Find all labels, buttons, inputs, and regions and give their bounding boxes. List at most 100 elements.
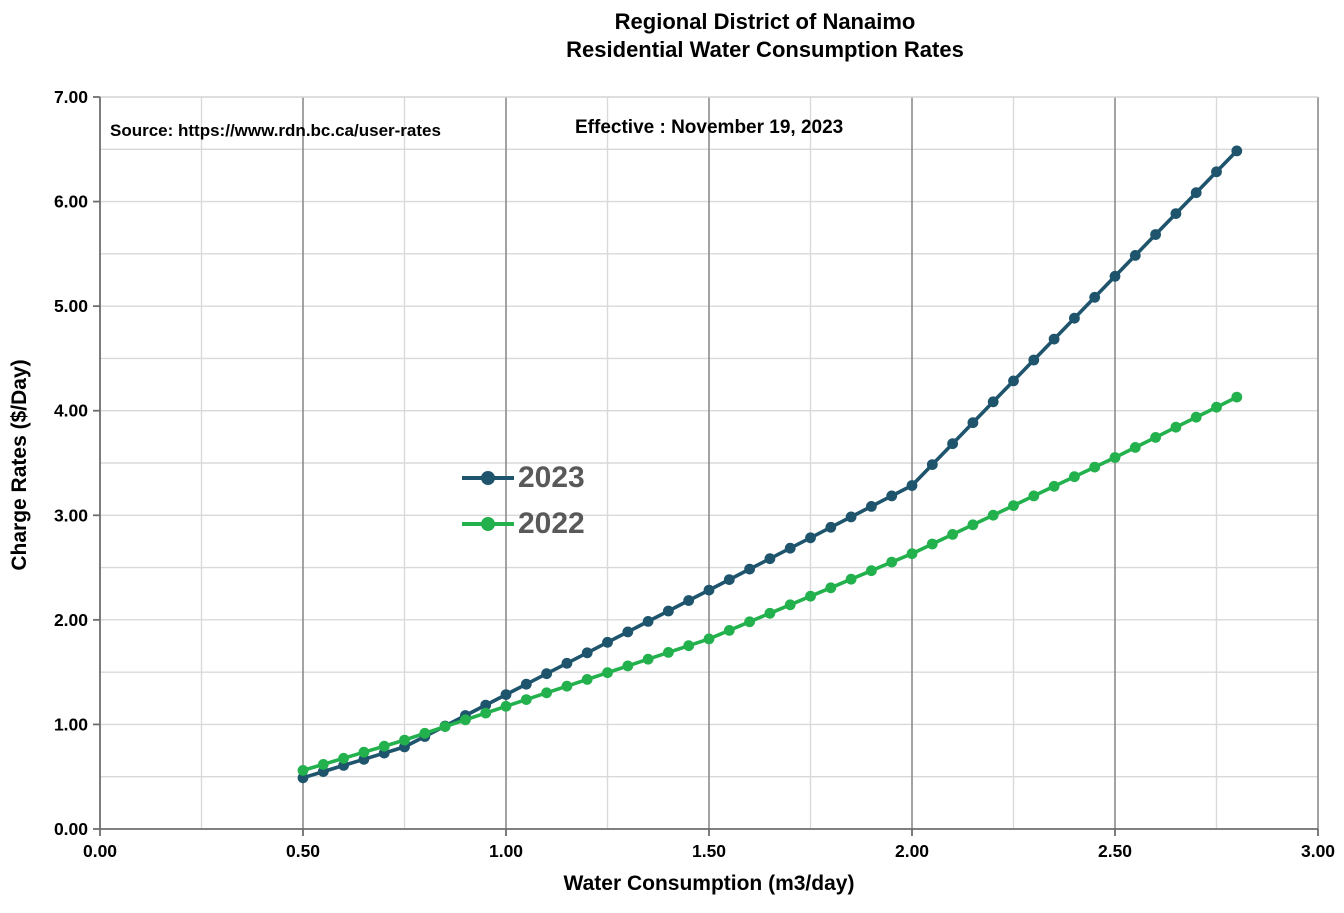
data-point-2022 (663, 647, 674, 658)
legend-item-2023: 2023 (462, 455, 585, 501)
data-point-2022 (926, 538, 938, 550)
data-point-2023 (764, 553, 776, 565)
legend: 2023 2022 (462, 455, 585, 547)
data-point-2022 (419, 727, 431, 739)
data-point-2022 (378, 740, 390, 752)
data-point-2022 (1170, 421, 1182, 433)
data-point-2023 (845, 511, 857, 523)
data-point-2022 (1089, 461, 1101, 473)
data-point-2022 (1109, 452, 1121, 463)
x-tick-label: 1.00 (489, 841, 523, 861)
data-point-2023 (987, 396, 999, 408)
y-tick-label: 5.00 (54, 296, 88, 316)
data-point-2022 (703, 633, 715, 645)
data-point-2023 (1211, 166, 1222, 178)
data-point-2023 (723, 574, 735, 585)
data-point-2023 (500, 689, 512, 700)
data-point-2022 (1008, 500, 1019, 511)
data-point-2022 (520, 694, 532, 705)
effective-date-annotation: Effective : November 19, 2023 (575, 117, 844, 138)
data-point-2022 (642, 653, 654, 665)
data-point-2022 (1028, 490, 1040, 502)
data-point-2022 (886, 556, 898, 568)
y-tick-label: 6.00 (54, 192, 88, 212)
legend-line-2023 (462, 471, 514, 485)
x-tick-label: 3.00 (1301, 841, 1335, 861)
data-point-2023 (805, 532, 816, 544)
data-point-2022 (460, 714, 471, 726)
data-point-2023 (1048, 333, 1060, 345)
chart-title-line1: Regional District of Nanaimo (614, 9, 916, 34)
y-tick-label: 1.00 (54, 714, 88, 734)
y-tick-label: 2.00 (54, 610, 88, 630)
data-point-2023 (1170, 208, 1182, 220)
data-point-2022 (480, 707, 492, 719)
data-point-2023 (541, 668, 552, 680)
data-point-2022 (1129, 442, 1141, 453)
data-point-2023 (297, 772, 309, 784)
data-point-2023 (906, 480, 918, 491)
data-point-2022 (561, 680, 573, 692)
data-point-2022 (1190, 411, 1202, 423)
data-point-2023 (561, 657, 573, 669)
data-point-2023 (1028, 354, 1040, 366)
y-tick-label: 0.00 (54, 819, 88, 839)
legend-marker-2023 (481, 471, 495, 485)
source-annotation: Source: https://www.rdn.bc.ca/user-rates (110, 121, 441, 140)
legend-label-2022: 2022 (518, 507, 585, 540)
legend-label-2023: 2023 (518, 461, 585, 494)
data-point-2023 (1190, 187, 1202, 199)
data-point-2022 (439, 721, 451, 732)
data-point-2023 (744, 563, 755, 575)
y-tick-label: 4.00 (54, 401, 88, 421)
x-tick-label: 2.00 (895, 841, 929, 861)
data-point-2023 (622, 626, 634, 638)
y-tick-label: 7.00 (54, 87, 88, 107)
data-point-2022 (947, 529, 958, 540)
x-tick-label: 1.50 (692, 841, 726, 861)
y-axis-title: Charge Rates ($/Day) (8, 359, 31, 571)
data-point-2022 (967, 519, 979, 531)
series-line-2022 (301, 395, 1239, 773)
data-point-2022 (1150, 432, 1161, 443)
data-point-2022 (581, 674, 593, 685)
data-point-2023 (886, 490, 898, 502)
data-point-2022 (500, 700, 512, 712)
data-point-2023 (581, 647, 593, 659)
legend-marker-2022 (481, 517, 495, 531)
data-point-2022 (1211, 401, 1222, 413)
data-point-2023 (1109, 270, 1121, 282)
legend-item-2022: 2022 (462, 501, 585, 547)
data-point-2022 (1231, 391, 1243, 403)
data-point-2023 (642, 616, 654, 627)
data-point-2023 (480, 699, 492, 711)
data-point-2022 (317, 759, 329, 770)
data-point-2023 (784, 542, 796, 554)
chart-title: Regional District of Nanaimo Residential… (382, 8, 1148, 64)
data-point-2023 (683, 595, 695, 606)
data-point-2022 (845, 573, 857, 585)
data-point-2023 (1069, 312, 1080, 324)
x-axis-title: Water Consumption (m3/day) (563, 872, 855, 895)
data-point-2022 (358, 746, 370, 758)
data-point-2023 (866, 501, 877, 512)
data-point-2023 (602, 636, 613, 648)
x-tick-label: 0.00 (83, 841, 117, 861)
chart-title-line2: Residential Water Consumption Rates (566, 37, 964, 62)
data-point-2022 (541, 687, 552, 699)
data-point-2022 (723, 625, 735, 636)
data-point-2023 (1129, 250, 1141, 261)
data-point-2023 (1089, 291, 1101, 303)
data-point-2022 (602, 667, 613, 679)
data-point-2023 (926, 459, 938, 470)
data-point-2022 (683, 640, 695, 652)
data-point-2023 (1008, 375, 1019, 387)
x-tick-label: 2.50 (1098, 841, 1132, 861)
data-point-2022 (399, 734, 410, 746)
data-point-2022 (338, 752, 349, 764)
data-point-2022 (1048, 480, 1060, 492)
data-point-2023 (947, 438, 958, 450)
x-tick-label: 0.50 (286, 841, 320, 861)
